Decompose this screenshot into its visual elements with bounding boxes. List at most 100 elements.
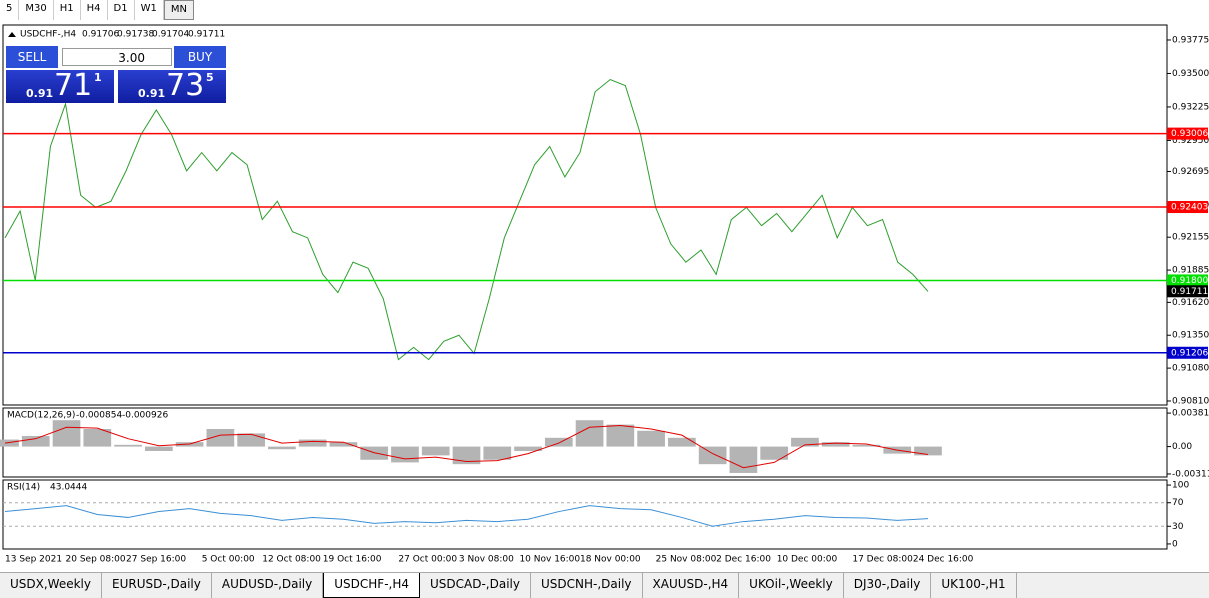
x-tick-label: 27 Sep 16:00 xyxy=(126,555,186,565)
price-line xyxy=(4,78,929,361)
signal-line xyxy=(4,424,929,469)
ohlc-readout: 0.91706 xyxy=(82,30,119,40)
indicator-title: MACD(12,26,9) xyxy=(7,411,75,421)
macd-bar xyxy=(268,446,296,450)
bid-quote[interactable]: 0.91 71 1 xyxy=(6,68,114,103)
lot-input[interactable]: 3.00 xyxy=(62,48,172,66)
x-tick-label: 27 Oct 00:00 xyxy=(398,555,457,565)
level-tag xyxy=(1167,274,1208,287)
level-label: 0.93006 xyxy=(1171,129,1208,139)
macd-bar xyxy=(821,442,850,447)
chart-tab[interactable]: USDCHF-,H4 xyxy=(323,573,420,598)
y-tick-label: 0.003811 xyxy=(1172,409,1209,419)
macd-bar xyxy=(421,446,450,456)
last-price-tag xyxy=(1167,285,1208,298)
y-tick-label: 0.92155 xyxy=(1172,233,1209,243)
rsi-frame xyxy=(2,479,1168,550)
y-tick-label: 0.90810 xyxy=(1172,396,1209,406)
y-tick-label: 0.91885 xyxy=(1172,266,1209,276)
macd-bar xyxy=(791,437,819,447)
bid-main: 71 xyxy=(54,68,93,103)
chart-tab[interactable]: EURUSD-,Daily xyxy=(102,573,212,598)
rsi-line xyxy=(4,505,929,527)
one-click-trading: SELL 3.00 BUY 0.91 71 1 0.91 73 5 xyxy=(6,46,226,103)
collapse-icon xyxy=(8,32,16,37)
y-tick-label: 30 xyxy=(1172,522,1184,532)
macd-bar xyxy=(52,420,81,447)
y-tick-label: 0.93775 xyxy=(1172,35,1209,45)
timeframe-button[interactable]: H1 xyxy=(54,0,81,20)
macd-bar xyxy=(237,433,265,447)
sell-button[interactable]: SELL xyxy=(6,46,58,68)
y-tick-label: 0.92950 xyxy=(1172,136,1209,146)
bid-big: 0.91 xyxy=(26,87,54,100)
macd-bar xyxy=(21,436,50,447)
x-tick-label: 10 Dec 00:00 xyxy=(777,555,838,565)
level-label: 0.92403 xyxy=(1171,203,1208,213)
chart-tab[interactable]: XAUUSD-,H4 xyxy=(643,573,740,598)
macd-bar xyxy=(606,424,635,447)
y-tick-label: 100 xyxy=(1172,481,1189,491)
ask-quote[interactable]: 0.91 73 5 xyxy=(118,68,226,103)
y-tick-label: 0.93500 xyxy=(1172,69,1209,79)
macd-bar xyxy=(0,439,19,447)
chart-tab[interactable]: UKOil-,Weekly xyxy=(739,573,844,598)
y-tick-label: -0.003115 xyxy=(1172,469,1209,479)
macd-bar xyxy=(914,446,942,456)
chart-tab[interactable]: UK100-,H1 xyxy=(931,573,1017,598)
level-label: 0.91800 xyxy=(1171,276,1208,286)
y-tick-label: 0.91620 xyxy=(1172,298,1209,308)
ask-main: 73 xyxy=(166,68,205,103)
x-tick-label: 18 Nov 00:00 xyxy=(580,555,641,565)
x-tick-label: 17 Dec 08:00 xyxy=(852,555,913,565)
timeframe-button[interactable]: MN xyxy=(163,0,194,20)
indicator-readout: 43.0444 xyxy=(50,483,87,493)
macd-bar xyxy=(298,439,327,447)
chart-tab[interactable]: USDCAD-,Daily xyxy=(420,573,531,598)
x-tick-label: 3 Nov 08:00 xyxy=(459,555,514,565)
ask-small: 5 xyxy=(206,71,214,84)
macd-bar xyxy=(452,446,481,465)
y-tick-label: 0.93225 xyxy=(1172,102,1209,112)
macd-bar xyxy=(729,446,758,473)
chart-tab[interactable]: USDCNH-,Daily xyxy=(531,573,643,598)
y-tick-label: 0.92695 xyxy=(1172,167,1209,177)
ohlc-readout: 0.91738 xyxy=(117,30,154,40)
level-tag xyxy=(1167,201,1208,214)
y-tick-label: 0 xyxy=(1172,539,1178,549)
ask-big: 0.91 xyxy=(138,87,166,100)
macd-bar xyxy=(544,437,573,447)
macd-bar xyxy=(637,430,665,447)
symbol-title: USDCHF-,H4 xyxy=(20,30,76,40)
macd-bar xyxy=(144,446,173,451)
macd-bar xyxy=(114,444,142,447)
chart-tab[interactable]: DJ30-,Daily xyxy=(844,573,932,598)
timeframe-button[interactable]: M30 xyxy=(19,0,54,20)
last-price-label: 0.91711 xyxy=(1171,287,1208,297)
timeframe-button[interactable]: W1 xyxy=(135,0,164,20)
chart-tab[interactable]: AUDUSD-,Daily xyxy=(212,573,324,598)
buy-button[interactable]: BUY xyxy=(174,46,226,68)
timeframe-button[interactable]: H4 xyxy=(81,0,108,20)
level-tag xyxy=(1167,127,1208,140)
chart: USDCHF-,H4 0.917060.917380.917040.917110… xyxy=(0,24,1209,565)
chart-tab[interactable]: USDX,Weekly xyxy=(0,573,102,598)
x-tick-label: 19 Oct 16:00 xyxy=(323,555,382,565)
macd-bar xyxy=(698,446,727,465)
price-frame xyxy=(2,24,1168,406)
ohlc-readout: 0.91711 xyxy=(188,30,225,40)
chart-tabs: USDX,Weekly EURUSD-,Daily AUDUSD-,Daily USD… xyxy=(0,572,1209,598)
level-tag xyxy=(1167,346,1208,359)
indicator-readout: -0.000854 xyxy=(76,411,122,421)
x-tick-label: 13 Sep 2021 xyxy=(5,555,62,565)
indicator-title: RSI(14) xyxy=(7,483,40,493)
timeframe-button[interactable]: D1 xyxy=(108,0,135,20)
macd-bar xyxy=(668,437,696,447)
macd-bar xyxy=(852,444,881,447)
y-tick-label: 70 xyxy=(1172,498,1184,508)
macd-bar xyxy=(483,446,512,460)
y-tick-label: 0.91080 xyxy=(1172,364,1209,374)
indicator-readout: -0.000926 xyxy=(122,411,168,421)
x-tick-label: 20 Sep 08:00 xyxy=(66,555,126,565)
timeframe-button[interactable]: 5 xyxy=(0,0,20,20)
